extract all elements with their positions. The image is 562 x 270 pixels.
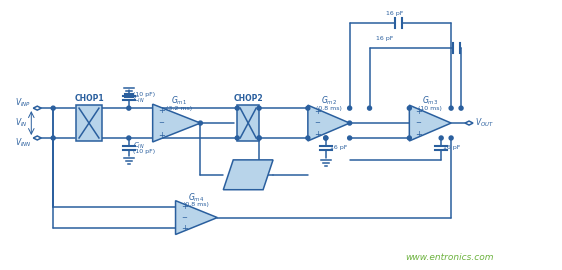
Bar: [237, 105, 259, 141]
Text: (10 ms): (10 ms): [418, 106, 442, 111]
Polygon shape: [409, 105, 451, 141]
Circle shape: [51, 136, 55, 140]
Text: $G_{m3}$: $G_{m3}$: [422, 95, 438, 107]
Circle shape: [127, 136, 131, 140]
Circle shape: [51, 106, 55, 110]
Polygon shape: [33, 106, 41, 110]
Circle shape: [257, 136, 261, 140]
Circle shape: [449, 136, 453, 140]
Polygon shape: [308, 105, 350, 141]
Text: 16 pF: 16 pF: [386, 11, 403, 16]
Circle shape: [459, 106, 463, 110]
Text: (0.8 ms): (0.8 ms): [316, 106, 342, 111]
Circle shape: [306, 136, 310, 140]
Bar: [76, 105, 102, 141]
Circle shape: [127, 106, 131, 110]
Text: 16 pF: 16 pF: [330, 146, 347, 150]
Circle shape: [348, 106, 352, 110]
Text: CHOP1: CHOP1: [74, 94, 104, 103]
Circle shape: [439, 136, 443, 140]
Polygon shape: [465, 121, 473, 125]
Text: $V_{INN}$: $V_{INN}$: [15, 137, 32, 149]
Text: $C_{IN}$: $C_{IN}$: [133, 141, 144, 151]
Text: −: −: [314, 120, 320, 126]
Text: $V_{OUT}$: $V_{OUT}$: [475, 117, 494, 129]
Circle shape: [324, 136, 328, 140]
Text: +: +: [415, 130, 422, 139]
Text: ACFB: ACFB: [236, 170, 260, 179]
Circle shape: [407, 136, 411, 140]
Text: $G_{m2}$: $G_{m2}$: [321, 95, 337, 107]
Text: $G_{m1}$: $G_{m1}$: [171, 95, 187, 107]
Text: +: +: [182, 224, 188, 233]
Circle shape: [235, 136, 239, 140]
Text: −: −: [182, 215, 187, 221]
Text: $V_{IN}$: $V_{IN}$: [15, 117, 28, 129]
Text: +: +: [314, 107, 321, 116]
Circle shape: [257, 136, 261, 140]
Text: −: −: [158, 120, 165, 126]
Polygon shape: [33, 136, 41, 140]
Circle shape: [235, 106, 239, 110]
Text: (10 pF): (10 pF): [133, 92, 155, 97]
Text: (3.2 ms): (3.2 ms): [166, 106, 192, 111]
Text: CHOP2: CHOP2: [233, 94, 263, 103]
Circle shape: [257, 106, 261, 110]
Text: +: +: [314, 130, 321, 139]
Circle shape: [306, 106, 310, 110]
Text: $V_{INP}$: $V_{INP}$: [15, 97, 31, 109]
Circle shape: [449, 106, 453, 110]
Polygon shape: [153, 104, 201, 142]
Text: +: +: [182, 202, 188, 211]
Circle shape: [324, 136, 328, 140]
Circle shape: [407, 106, 411, 110]
Text: (10 pF): (10 pF): [133, 149, 155, 154]
Polygon shape: [223, 160, 273, 190]
Text: −: −: [415, 120, 421, 126]
Text: www.entronics.com: www.entronics.com: [405, 253, 493, 262]
Polygon shape: [175, 201, 217, 234]
Text: (0.8 ms): (0.8 ms): [184, 202, 210, 207]
Text: 16 pF: 16 pF: [376, 36, 393, 42]
Text: +: +: [158, 131, 165, 140]
Circle shape: [348, 121, 352, 125]
Circle shape: [348, 136, 352, 140]
Text: $C_{IN}$: $C_{IN}$: [133, 95, 144, 105]
Text: +: +: [415, 107, 422, 116]
Text: 16 pF: 16 pF: [443, 146, 460, 150]
Circle shape: [368, 106, 371, 110]
Text: $G_{m4}$: $G_{m4}$: [188, 191, 205, 204]
Circle shape: [198, 121, 202, 125]
Text: +: +: [158, 106, 165, 116]
